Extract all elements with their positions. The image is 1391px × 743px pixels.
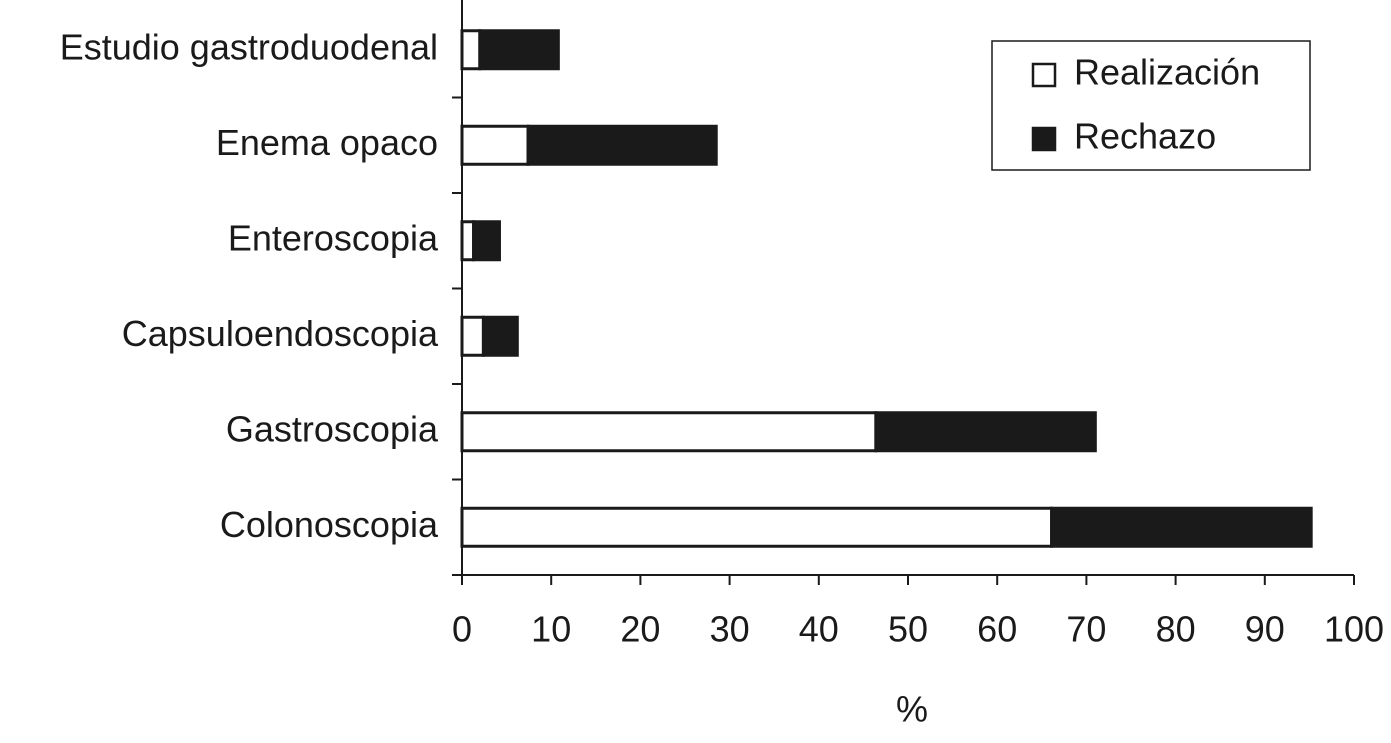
bar-segment (460, 411, 878, 453)
bar-segment (874, 411, 1097, 453)
y-tick-label: Capsuloendoscopia (122, 313, 439, 354)
x-tick-label: 60 (977, 609, 1017, 650)
x-tick-label: 50 (888, 609, 928, 650)
x-tick-label: 100 (1324, 609, 1384, 650)
bar-segment (460, 124, 530, 166)
bar-segment (526, 124, 718, 166)
bar-segment (460, 506, 1054, 548)
y-tick-label: Enema opaco (216, 122, 438, 163)
y-tick-label: Colonoscopia (220, 504, 439, 545)
x-tick-label: 40 (799, 609, 839, 650)
x-tick-label: 10 (531, 609, 571, 650)
bar-segment (460, 315, 485, 357)
x-tick-label: 70 (1066, 609, 1106, 650)
legend-label: Rechazo (1074, 116, 1216, 157)
legend-swatch (1031, 126, 1057, 152)
x-tick-label: 30 (710, 609, 750, 650)
legend-label: Realización (1074, 52, 1260, 93)
bar-segment (472, 220, 501, 262)
y-tick-label: Enteroscopia (228, 217, 439, 258)
x-tick-label: 80 (1156, 609, 1196, 650)
x-tick-label: 0 (452, 609, 472, 650)
x-tick-label: 20 (620, 609, 660, 650)
bar-segment (1050, 506, 1313, 548)
y-tick-label: Estudio gastroduodenal (60, 26, 438, 67)
y-tick-label: Gastroscopia (226, 408, 439, 449)
x-tick-label: 90 (1245, 609, 1285, 650)
bar-segment (460, 220, 476, 262)
bar-segment (481, 315, 519, 357)
legend-swatch (1031, 62, 1057, 88)
x-axis-label: % (896, 689, 928, 730)
bar-segment (460, 29, 482, 71)
bar-segment (478, 29, 560, 71)
